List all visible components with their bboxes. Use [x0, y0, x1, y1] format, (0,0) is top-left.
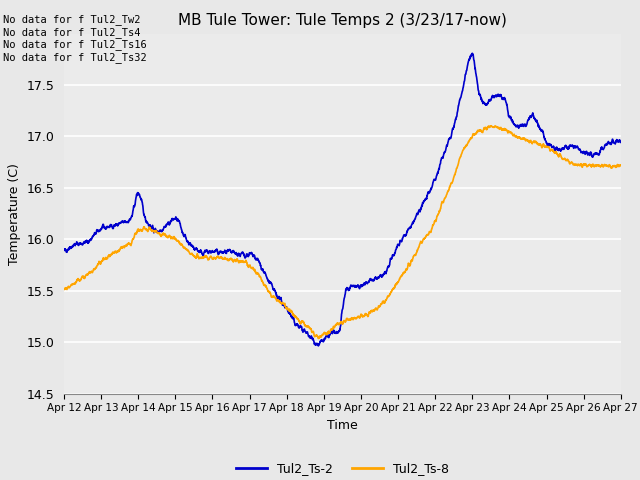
Legend: Tul2_Ts-2, Tul2_Ts-8: Tul2_Ts-2, Tul2_Ts-8 — [231, 457, 454, 480]
Y-axis label: Temperature (C): Temperature (C) — [8, 163, 21, 264]
X-axis label: Time: Time — [327, 419, 358, 432]
Title: MB Tule Tower: Tule Temps 2 (3/23/17-now): MB Tule Tower: Tule Temps 2 (3/23/17-now… — [178, 13, 507, 28]
Text: No data for f Tul2_Tw2
No data for f Tul2_Ts4
No data for f Tul2_Ts16
No data fo: No data for f Tul2_Tw2 No data for f Tul… — [3, 14, 147, 63]
